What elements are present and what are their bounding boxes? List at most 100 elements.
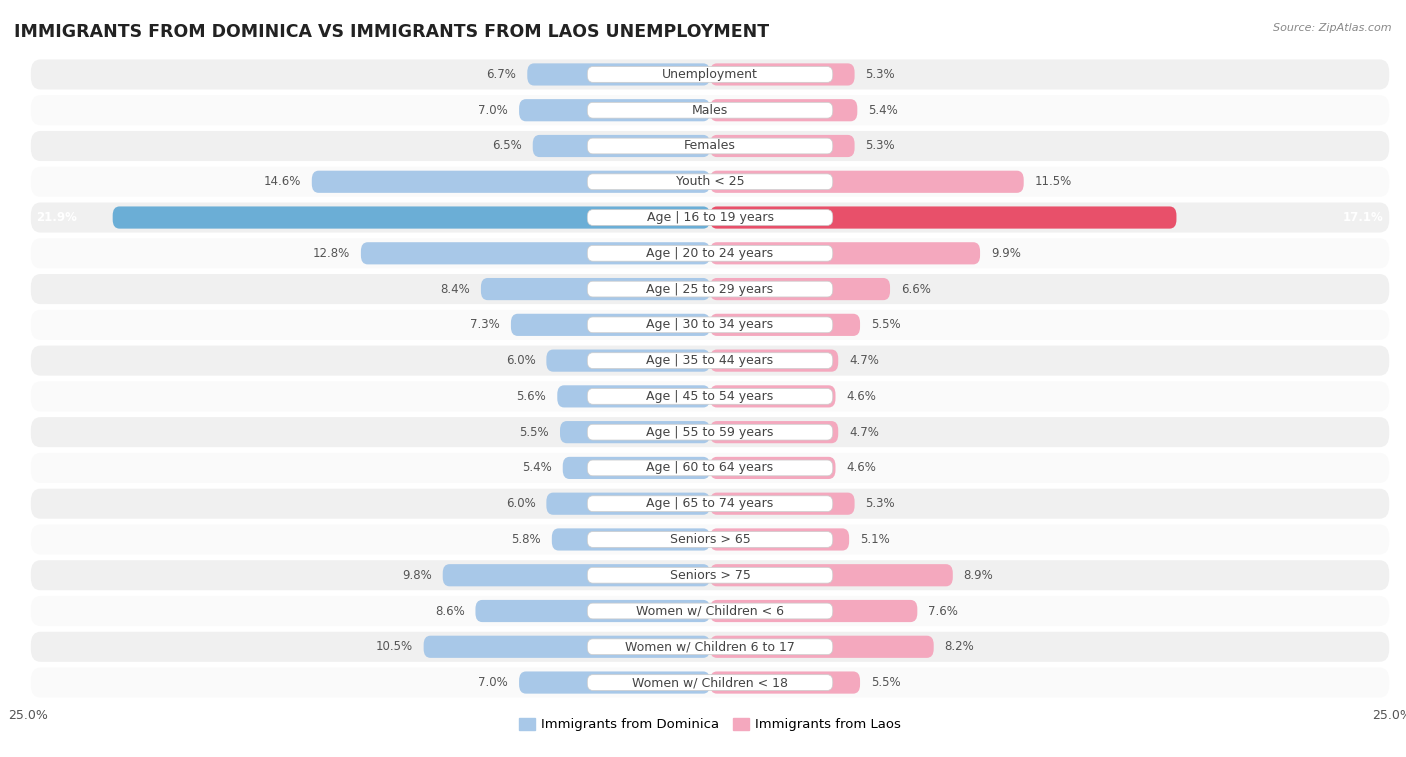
FancyBboxPatch shape bbox=[31, 632, 1389, 662]
Text: 6.6%: 6.6% bbox=[901, 282, 931, 295]
Text: Age | 45 to 54 years: Age | 45 to 54 years bbox=[647, 390, 773, 403]
Text: 5.4%: 5.4% bbox=[522, 462, 551, 475]
FancyBboxPatch shape bbox=[31, 560, 1389, 590]
FancyBboxPatch shape bbox=[710, 207, 1177, 229]
Text: Age | 25 to 29 years: Age | 25 to 29 years bbox=[647, 282, 773, 295]
Text: 5.3%: 5.3% bbox=[866, 68, 896, 81]
FancyBboxPatch shape bbox=[31, 668, 1389, 697]
Text: 8.6%: 8.6% bbox=[434, 605, 464, 618]
FancyBboxPatch shape bbox=[588, 496, 832, 512]
FancyBboxPatch shape bbox=[710, 564, 953, 587]
Text: Women w/ Children 6 to 17: Women w/ Children 6 to 17 bbox=[626, 640, 794, 653]
FancyBboxPatch shape bbox=[31, 274, 1389, 304]
Text: 7.6%: 7.6% bbox=[928, 605, 957, 618]
FancyBboxPatch shape bbox=[588, 174, 832, 190]
FancyBboxPatch shape bbox=[710, 456, 835, 479]
Text: 4.7%: 4.7% bbox=[849, 354, 879, 367]
FancyBboxPatch shape bbox=[423, 636, 710, 658]
Text: Age | 65 to 74 years: Age | 65 to 74 years bbox=[647, 497, 773, 510]
FancyBboxPatch shape bbox=[519, 99, 710, 121]
FancyBboxPatch shape bbox=[361, 242, 710, 264]
FancyBboxPatch shape bbox=[31, 596, 1389, 626]
FancyBboxPatch shape bbox=[31, 346, 1389, 375]
FancyBboxPatch shape bbox=[112, 207, 710, 229]
Text: Females: Females bbox=[685, 139, 735, 152]
Text: 5.5%: 5.5% bbox=[870, 676, 901, 689]
FancyBboxPatch shape bbox=[481, 278, 710, 301]
Text: 6.7%: 6.7% bbox=[486, 68, 516, 81]
Text: 12.8%: 12.8% bbox=[312, 247, 350, 260]
FancyBboxPatch shape bbox=[710, 64, 855, 86]
FancyBboxPatch shape bbox=[443, 564, 710, 587]
Text: 5.5%: 5.5% bbox=[870, 319, 901, 332]
FancyBboxPatch shape bbox=[588, 281, 832, 297]
Text: 6.5%: 6.5% bbox=[492, 139, 522, 152]
FancyBboxPatch shape bbox=[588, 460, 832, 476]
FancyBboxPatch shape bbox=[710, 528, 849, 550]
Text: 5.3%: 5.3% bbox=[866, 139, 896, 152]
FancyBboxPatch shape bbox=[588, 353, 832, 369]
FancyBboxPatch shape bbox=[588, 245, 832, 261]
Text: IMMIGRANTS FROM DOMINICA VS IMMIGRANTS FROM LAOS UNEMPLOYMENT: IMMIGRANTS FROM DOMINICA VS IMMIGRANTS F… bbox=[14, 23, 769, 41]
FancyBboxPatch shape bbox=[710, 493, 855, 515]
Text: 4.6%: 4.6% bbox=[846, 390, 876, 403]
Text: 8.9%: 8.9% bbox=[963, 569, 994, 581]
FancyBboxPatch shape bbox=[527, 64, 710, 86]
FancyBboxPatch shape bbox=[547, 350, 710, 372]
FancyBboxPatch shape bbox=[547, 493, 710, 515]
Text: 5.6%: 5.6% bbox=[516, 390, 547, 403]
FancyBboxPatch shape bbox=[560, 421, 710, 444]
FancyBboxPatch shape bbox=[31, 60, 1389, 89]
Text: 6.0%: 6.0% bbox=[506, 497, 536, 510]
Text: Seniors > 65: Seniors > 65 bbox=[669, 533, 751, 546]
FancyBboxPatch shape bbox=[588, 210, 832, 226]
FancyBboxPatch shape bbox=[588, 67, 832, 83]
Text: 21.9%: 21.9% bbox=[37, 211, 77, 224]
FancyBboxPatch shape bbox=[31, 489, 1389, 519]
FancyBboxPatch shape bbox=[519, 671, 710, 693]
FancyBboxPatch shape bbox=[710, 671, 860, 693]
Text: 9.8%: 9.8% bbox=[402, 569, 432, 581]
Text: 8.2%: 8.2% bbox=[945, 640, 974, 653]
FancyBboxPatch shape bbox=[31, 417, 1389, 447]
Text: Women w/ Children < 6: Women w/ Children < 6 bbox=[636, 605, 785, 618]
Text: 7.0%: 7.0% bbox=[478, 104, 508, 117]
Text: 7.0%: 7.0% bbox=[478, 676, 508, 689]
Text: Age | 16 to 19 years: Age | 16 to 19 years bbox=[647, 211, 773, 224]
Text: Unemployment: Unemployment bbox=[662, 68, 758, 81]
FancyBboxPatch shape bbox=[588, 102, 832, 118]
Text: Age | 35 to 44 years: Age | 35 to 44 years bbox=[647, 354, 773, 367]
FancyBboxPatch shape bbox=[312, 170, 710, 193]
FancyBboxPatch shape bbox=[588, 388, 832, 404]
Text: 7.3%: 7.3% bbox=[470, 319, 501, 332]
Text: 5.5%: 5.5% bbox=[519, 425, 550, 438]
FancyBboxPatch shape bbox=[710, 242, 980, 264]
Text: Males: Males bbox=[692, 104, 728, 117]
Text: 6.0%: 6.0% bbox=[506, 354, 536, 367]
Text: Women w/ Children < 18: Women w/ Children < 18 bbox=[633, 676, 787, 689]
Text: 10.5%: 10.5% bbox=[375, 640, 413, 653]
Text: Age | 20 to 24 years: Age | 20 to 24 years bbox=[647, 247, 773, 260]
FancyBboxPatch shape bbox=[31, 95, 1389, 125]
Legend: Immigrants from Dominica, Immigrants from Laos: Immigrants from Dominica, Immigrants fro… bbox=[513, 712, 907, 737]
FancyBboxPatch shape bbox=[588, 424, 832, 440]
FancyBboxPatch shape bbox=[710, 636, 934, 658]
Text: 5.4%: 5.4% bbox=[869, 104, 898, 117]
FancyBboxPatch shape bbox=[588, 674, 832, 690]
FancyBboxPatch shape bbox=[551, 528, 710, 550]
Text: Seniors > 75: Seniors > 75 bbox=[669, 569, 751, 581]
FancyBboxPatch shape bbox=[510, 313, 710, 336]
FancyBboxPatch shape bbox=[31, 167, 1389, 197]
FancyBboxPatch shape bbox=[588, 138, 832, 154]
FancyBboxPatch shape bbox=[710, 600, 917, 622]
FancyBboxPatch shape bbox=[710, 313, 860, 336]
FancyBboxPatch shape bbox=[710, 99, 858, 121]
FancyBboxPatch shape bbox=[31, 238, 1389, 268]
FancyBboxPatch shape bbox=[31, 131, 1389, 161]
FancyBboxPatch shape bbox=[710, 278, 890, 301]
FancyBboxPatch shape bbox=[588, 639, 832, 655]
Text: 4.6%: 4.6% bbox=[846, 462, 876, 475]
FancyBboxPatch shape bbox=[31, 382, 1389, 411]
Text: 5.1%: 5.1% bbox=[860, 533, 890, 546]
Text: 9.9%: 9.9% bbox=[991, 247, 1021, 260]
